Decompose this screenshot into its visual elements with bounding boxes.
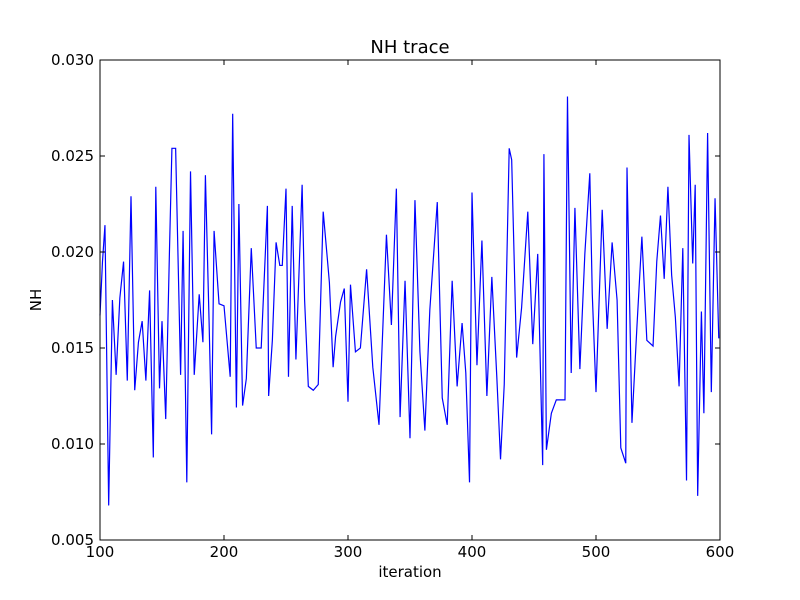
y-tick-label: 0.030 bbox=[51, 51, 94, 69]
y-axis-label: NH bbox=[27, 289, 45, 312]
y-tick-label: 0.015 bbox=[51, 339, 94, 357]
x-tick-label: 500 bbox=[582, 543, 611, 561]
trace-line bbox=[99, 96, 720, 506]
y-tick-label: 0.020 bbox=[51, 243, 94, 261]
y-tick-label: 0.025 bbox=[51, 147, 94, 165]
x-tick-label: 200 bbox=[210, 543, 239, 561]
x-tick-label: 300 bbox=[334, 543, 363, 561]
chart-title: NH trace bbox=[370, 37, 449, 58]
x-tick-label: 100 bbox=[86, 543, 115, 561]
x-tick-label: 400 bbox=[458, 543, 487, 561]
y-tick-label: 0.005 bbox=[51, 531, 94, 549]
plot-frame bbox=[99, 59, 721, 541]
y-tick-label: 0.010 bbox=[51, 435, 94, 453]
x-tick-label: 600 bbox=[706, 543, 735, 561]
x-axis-label: iteration bbox=[378, 563, 441, 581]
